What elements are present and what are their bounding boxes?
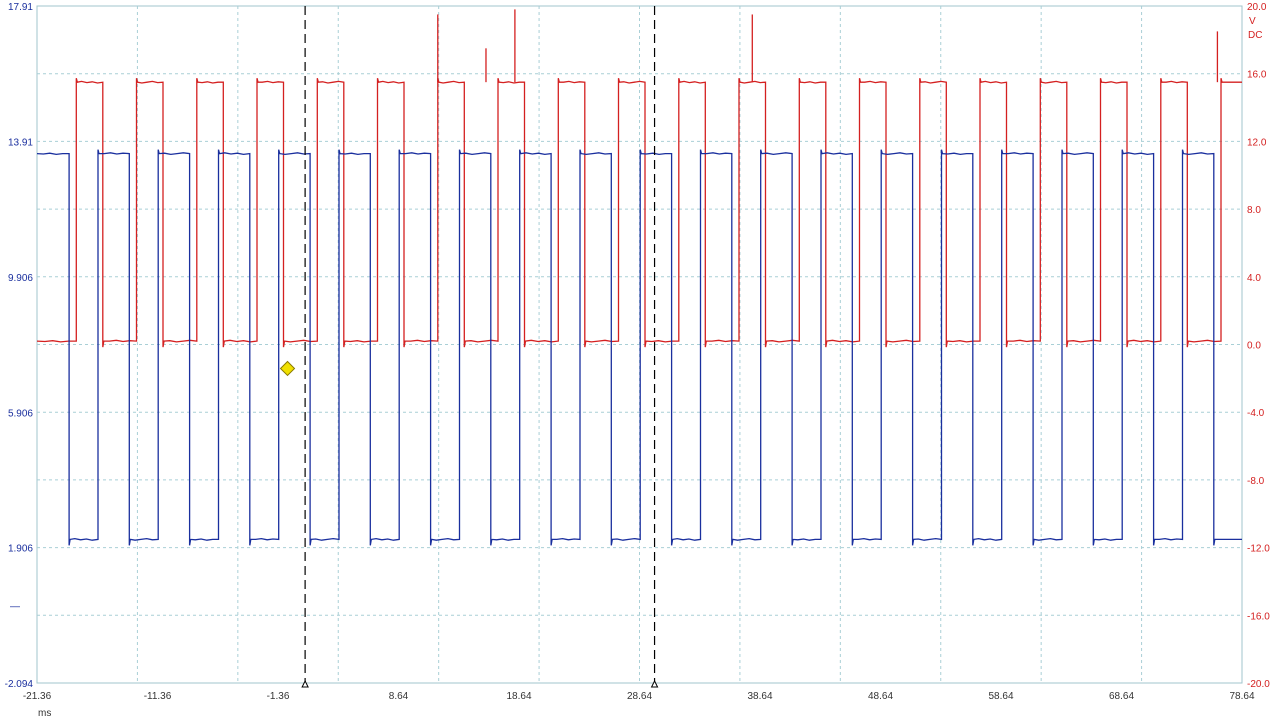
right-tick-label: 12.0 [1247, 137, 1267, 148]
x-tick-label: 58.64 [988, 691, 1013, 702]
right-tick-label: -4.0 [1247, 408, 1265, 419]
cursors[interactable] [279, 6, 659, 688]
right-tick-label: 0.0 [1247, 341, 1261, 352]
traces [36, 9, 1242, 546]
x-tick-label: -21.36 [23, 691, 52, 702]
right-tick-label: 4.0 [1247, 273, 1261, 284]
x-tick-label: 18.64 [506, 691, 531, 702]
right-tick-label: 16.0 [1247, 70, 1267, 81]
x-tick-label: 28.64 [627, 691, 652, 702]
left-tick-label: 9.906 [8, 273, 33, 284]
right-tick-label: -20.0 [1247, 679, 1270, 690]
axis-labels: -21.36 -11.36 -1.36 8.64 18.64 28.64 38.64 48.6… [5, 2, 1271, 719]
x-unit-label: ms [38, 708, 51, 719]
right-coupling-label: DC [1248, 30, 1262, 41]
right-tick-label: -16.0 [1247, 611, 1270, 622]
left-tick-label: 17.91 [8, 2, 33, 13]
right-tick-label: -8.0 [1247, 476, 1265, 487]
left-tick-label: 5.906 [8, 408, 33, 419]
left-tick-label: 13.91 [8, 137, 33, 148]
x-tick-label: -11.36 [144, 691, 172, 702]
x-tick-label: 48.64 [868, 691, 893, 702]
cursor-handle[interactable] [650, 679, 659, 688]
x-tick-label: -1.36 [267, 691, 290, 702]
grid [36, 5, 1243, 684]
left-tick-label: 1.906 [8, 544, 33, 555]
trigger-marker[interactable] [279, 360, 296, 377]
right-tick-label: -12.0 [1247, 544, 1270, 555]
right-unit-label: V [1249, 16, 1256, 27]
right-tick-label: 20.0 [1247, 2, 1267, 13]
x-tick-label: 78.64 [1229, 691, 1254, 702]
left-tick-label: -2.094 [5, 679, 34, 690]
trace-blue [36, 149, 1242, 546]
cursor-handle[interactable] [301, 679, 309, 688]
left-ground-marker: — [10, 601, 20, 612]
trace-red [36, 78, 1242, 348]
x-tick-label: 68.64 [1109, 691, 1134, 702]
x-tick-label: 8.64 [389, 691, 409, 702]
x-tick-label: 38.64 [747, 691, 772, 702]
right-tick-label: 8.0 [1247, 205, 1261, 216]
